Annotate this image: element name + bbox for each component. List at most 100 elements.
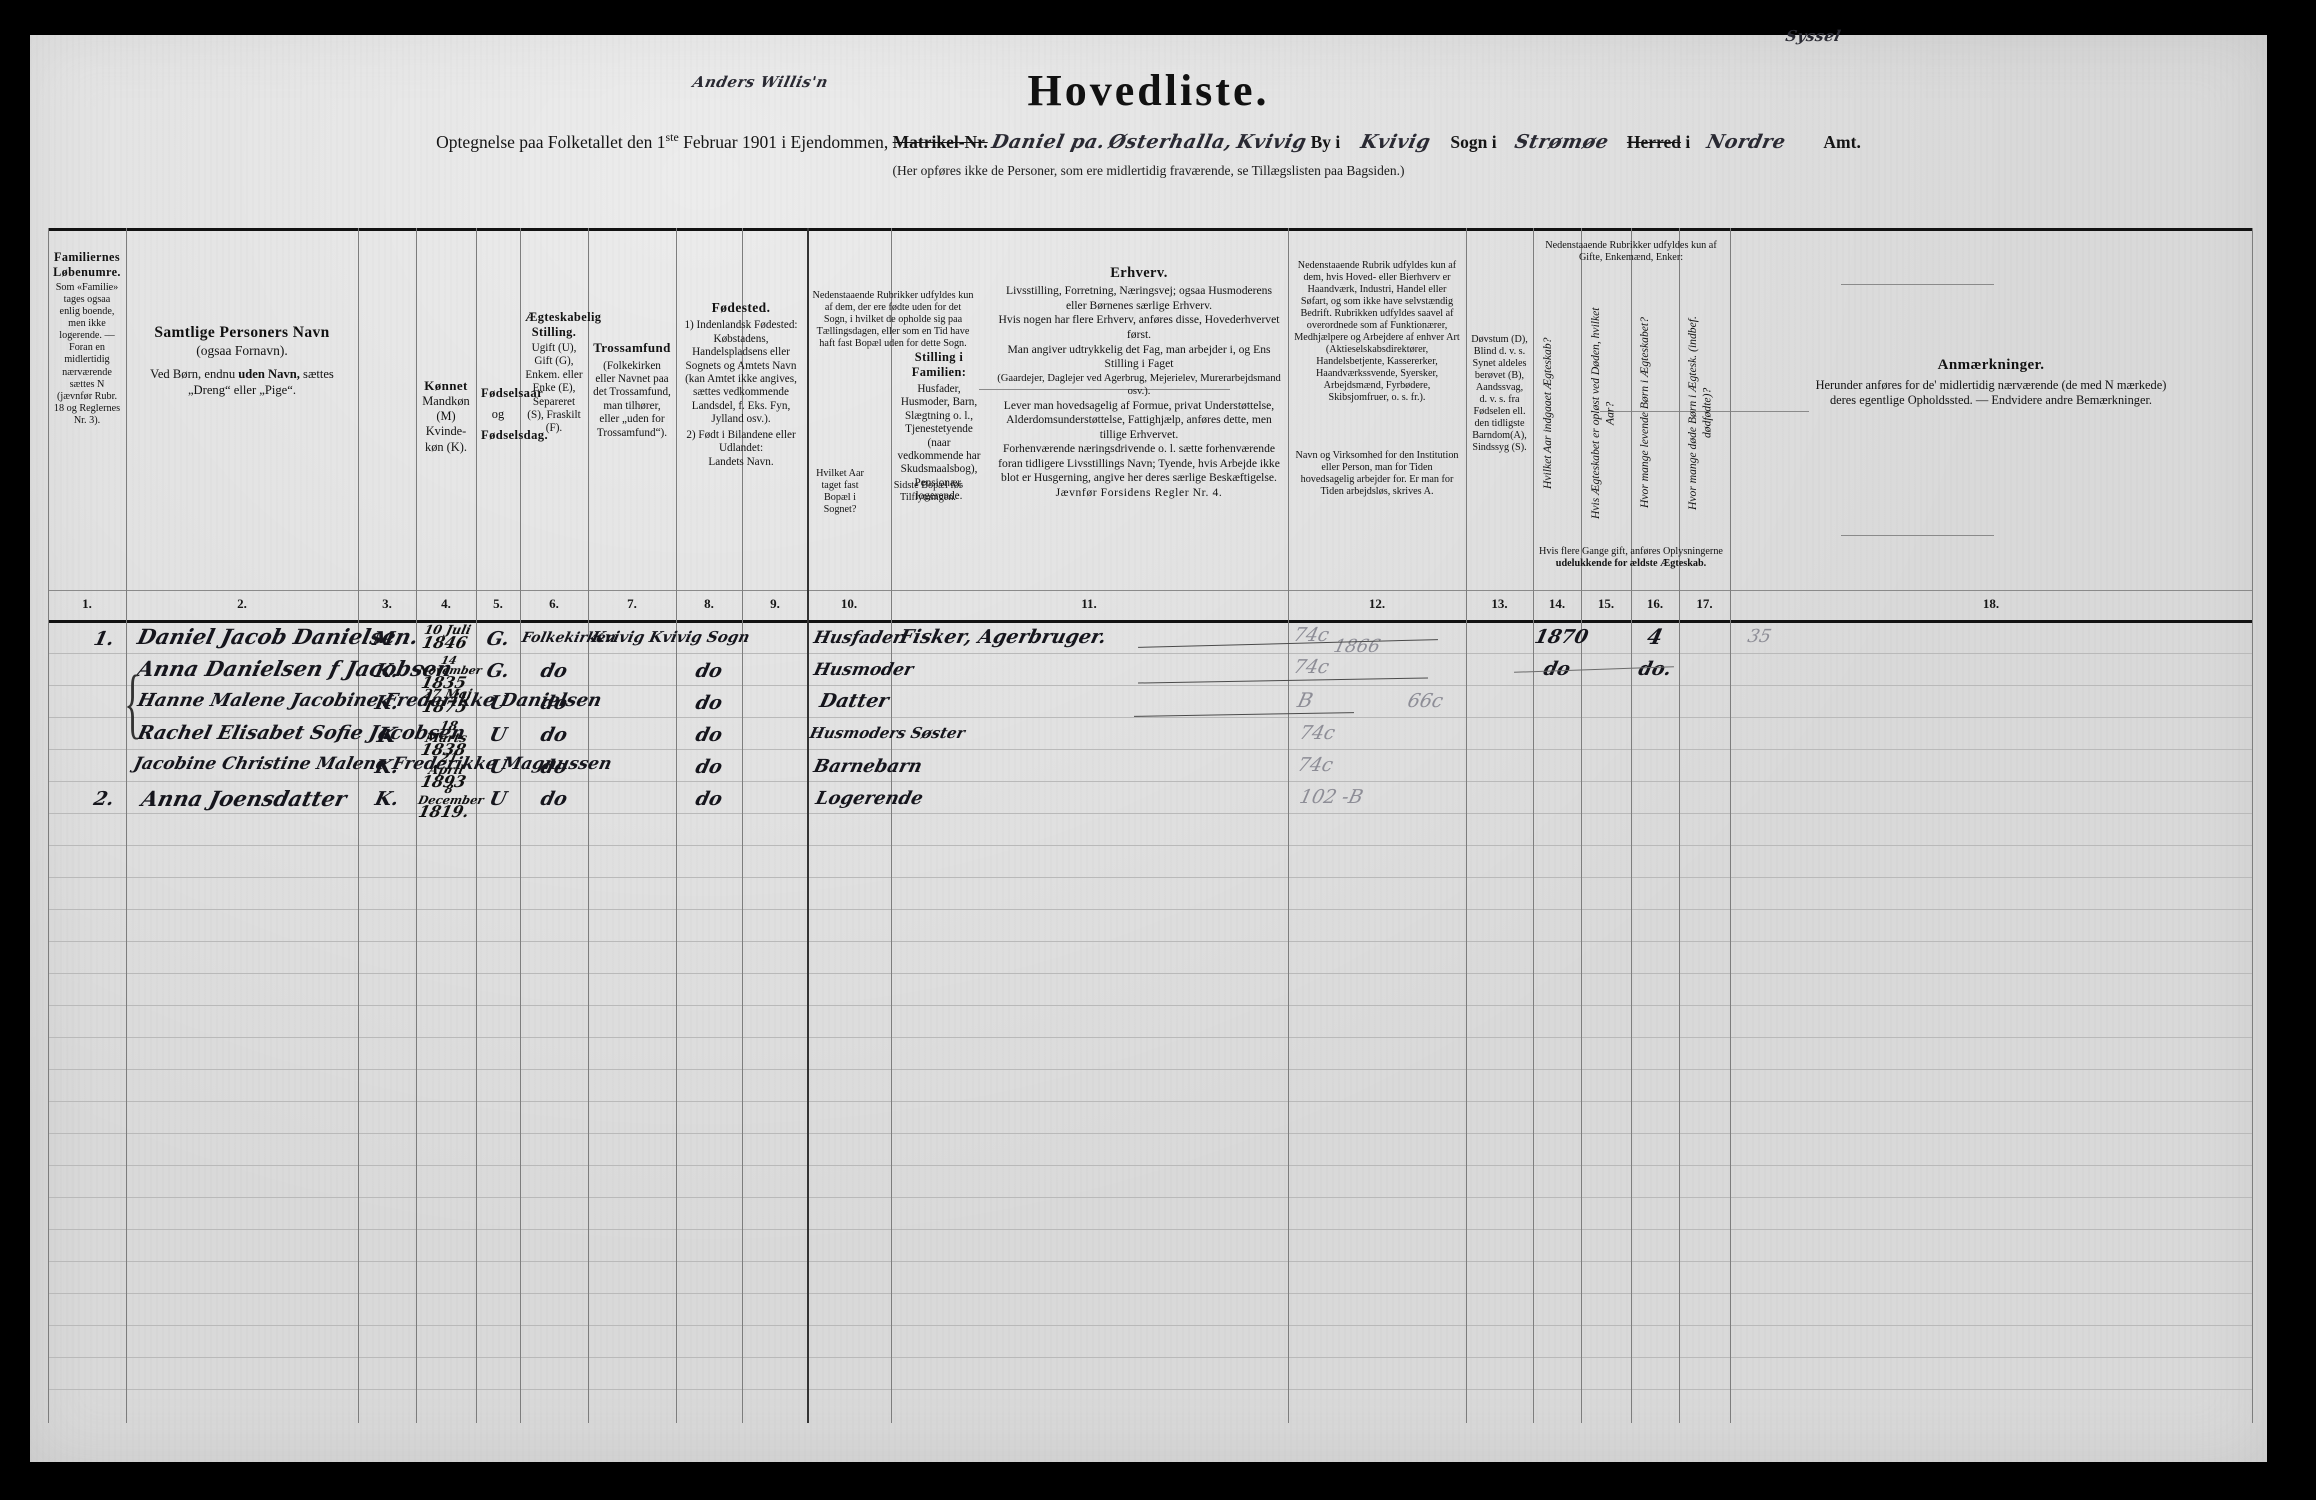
table-row-remarks: 35 [1745,626,1774,647]
table-row-birthplace: do [693,724,725,746]
table-row-religion: do [538,692,570,714]
row-rule [48,685,2253,686]
col-sep-8-9 [742,228,743,1423]
col-sep-10-11 [891,228,892,1423]
col17-header: Hvor mange døde Børn i Ægtesk. (indbef. … [1686,316,1714,510]
hw-matrikel: Daniel pa. [989,130,1108,153]
colnum-11: 11. [1081,596,1097,611]
table-row-birthplace: do [693,756,725,778]
colnum-1: 1. [82,596,92,611]
row-rule [48,653,2253,654]
col5-header: Ægteskabelig Stilling. Ugift (U), Gift (… [525,310,602,435]
table-row-marital: G. [484,660,512,682]
table-row-employer-note: 1866 [1331,636,1383,657]
col1417-spanner-header: Nedenstaaende Rubrikker udfyldes kun af … [1545,240,1717,264]
row-rule [48,1133,2253,1134]
colnum-14: 14. [1548,596,1566,611]
table-row-sex: K. [372,788,402,810]
col2-header: Samtlige Personers Navn (ogsaa Fornavn).… [150,324,334,397]
row-rule [48,717,2253,718]
table-row-occupation: 102 -B [1297,786,1366,808]
col1417-footer-header: Hvis flere Gange gift, anføres Oplysning… [1539,546,1723,570]
hw-amt: Nordre [1704,130,1788,153]
table-row-birth: 27 Maj 1875 [420,686,474,716]
colnum-8: 8. [704,596,714,611]
table-row-family-no: 1. [91,628,117,650]
row-rule [48,941,2253,942]
table-row-family-pos: Husfader [811,628,905,648]
col-sep-right [2252,228,2253,1423]
colnum-top-rule [48,590,2253,591]
masthead: Hovedliste. Optegnelse paa Folketallet d… [30,27,2267,179]
col-sep-7-8 [676,228,677,1423]
subtitle-mid: Februar 1901 i Ejendommen, [683,131,889,152]
row-rule [48,1229,2253,1230]
table-row-family-pos: Husmoder [811,660,916,680]
col-sep-11-12 [1288,228,1289,1423]
table-row-name: Anna Joensdatter [139,786,350,811]
table-row-family-pos: Husmoders Søster [807,724,967,742]
col16-header: Hvor mange levende Børn i Ægteskabet? [1638,317,1651,509]
table-row-birthplace: do [693,692,725,714]
table-row-family-no: 2. [91,788,117,810]
colnum-10: 10. [840,596,858,611]
col1417-spanner-divider [1841,284,1994,285]
table-row-religion: do [538,788,570,810]
col-sep-left [48,228,49,1423]
hw-place: Kvivig [1234,130,1309,153]
hw-syssel-superscript: Syssel [1784,27,1843,45]
colnum-6: 6. [549,596,559,611]
col-sep-17-18 [1730,228,1731,1423]
table-row-sex: K. [372,692,402,714]
subtitle-line: Optegnelse paa Folketallet den 1ste Febr… [30,130,2267,153]
table-row-sex: M. [370,628,404,650]
row-rule [48,1261,2253,1262]
col10-header: Stilling i Familien: Husfader, Husmoder,… [897,350,981,503]
table-row-family-pos: Logerende [813,788,926,809]
family-bracket: { [124,659,142,746]
colnum-13: 13. [1491,596,1508,611]
colnum-9: 9. [770,596,780,611]
table-row-occupation: B [1295,688,1316,712]
col6-header: Trossamfund (Folkekirken eller Navnet pa… [593,340,671,439]
row-rule [48,909,2253,910]
col9-header: Sidste Bopæl før Tilflytningen. [893,480,963,504]
census-form-page: Hovedliste. Optegnelse paa Folketallet d… [30,27,2267,1462]
header-bottom-rule [48,620,2253,623]
table-row-birth: 8 December 1819. [416,782,486,822]
table-row-religion: do [538,660,570,682]
subtitle-prefix: Optegnelse paa Folketallet den 1 [436,131,666,152]
table-row-marital: U [487,788,509,810]
row-rule [48,1357,2253,1358]
hw-sogn: Strømøe [1512,130,1611,153]
row-rule [48,1293,2253,1294]
row-rule [48,877,2253,878]
table-row-religion: Folkekirken [520,630,618,646]
herred-label: Herred [1626,131,1681,152]
colnum-17: 17. [1696,596,1713,611]
table-row-family-pos: Barnebarn [811,756,925,777]
table-row-religion: do [538,724,570,746]
table-row-occupation: Fisker, Agerbruger. [897,626,1109,648]
col-sep-14-15 [1581,228,1582,1423]
row-rule [48,1037,2253,1038]
colnum-18: 18. [1982,596,2000,611]
row-rule [48,749,2253,750]
colnum-16: 16. [1646,596,1664,611]
row-rule [48,1069,2253,1070]
col-sep-13-14 [1533,228,1534,1423]
table-row-family-pos: Datter [817,690,891,712]
row-rule [48,1165,2253,1166]
row-rule [48,781,2253,782]
col-sep-2-3 [358,228,359,1423]
row-rule [48,813,2253,814]
colnum-5: 5. [493,596,503,611]
hw-property: Østerhalla, [1107,130,1235,153]
col1417-footer-divider [1841,535,1994,536]
table-row-sex: K. [372,756,402,778]
col15-header: Hvis Ægteskabet er opløst ved Døden, hvi… [1589,307,1617,519]
table-row-religion: do [538,756,570,778]
matrikel-label: Matrikel-Nr. [892,131,988,152]
hw-matrikel-second-line: Anders Willis'n [691,73,830,91]
table-row-occupation: 74c [1297,722,1338,744]
